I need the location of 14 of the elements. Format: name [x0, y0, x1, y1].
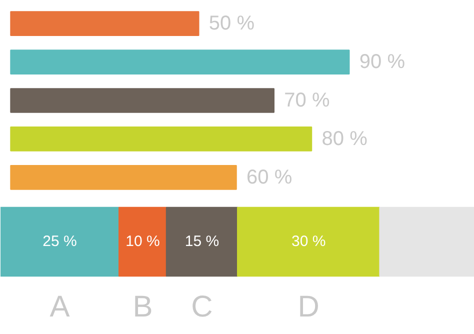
- data-label: 25 %: [42, 233, 77, 250]
- bar: [10, 165, 237, 190]
- bar: [379, 206, 474, 277]
- data-label: 15 %: [184, 233, 220, 250]
- bar: [237, 206, 380, 277]
- bar: [166, 206, 238, 277]
- bar: [0, 206, 120, 277]
- bar: [10, 11, 200, 36]
- bar: [118, 206, 167, 277]
- data-label: 30 %: [292, 233, 326, 250]
- bar: [10, 88, 274, 113]
- bar: [10, 126, 312, 152]
- data-label: 10 %: [126, 233, 160, 250]
- bar: [10, 50, 350, 74]
